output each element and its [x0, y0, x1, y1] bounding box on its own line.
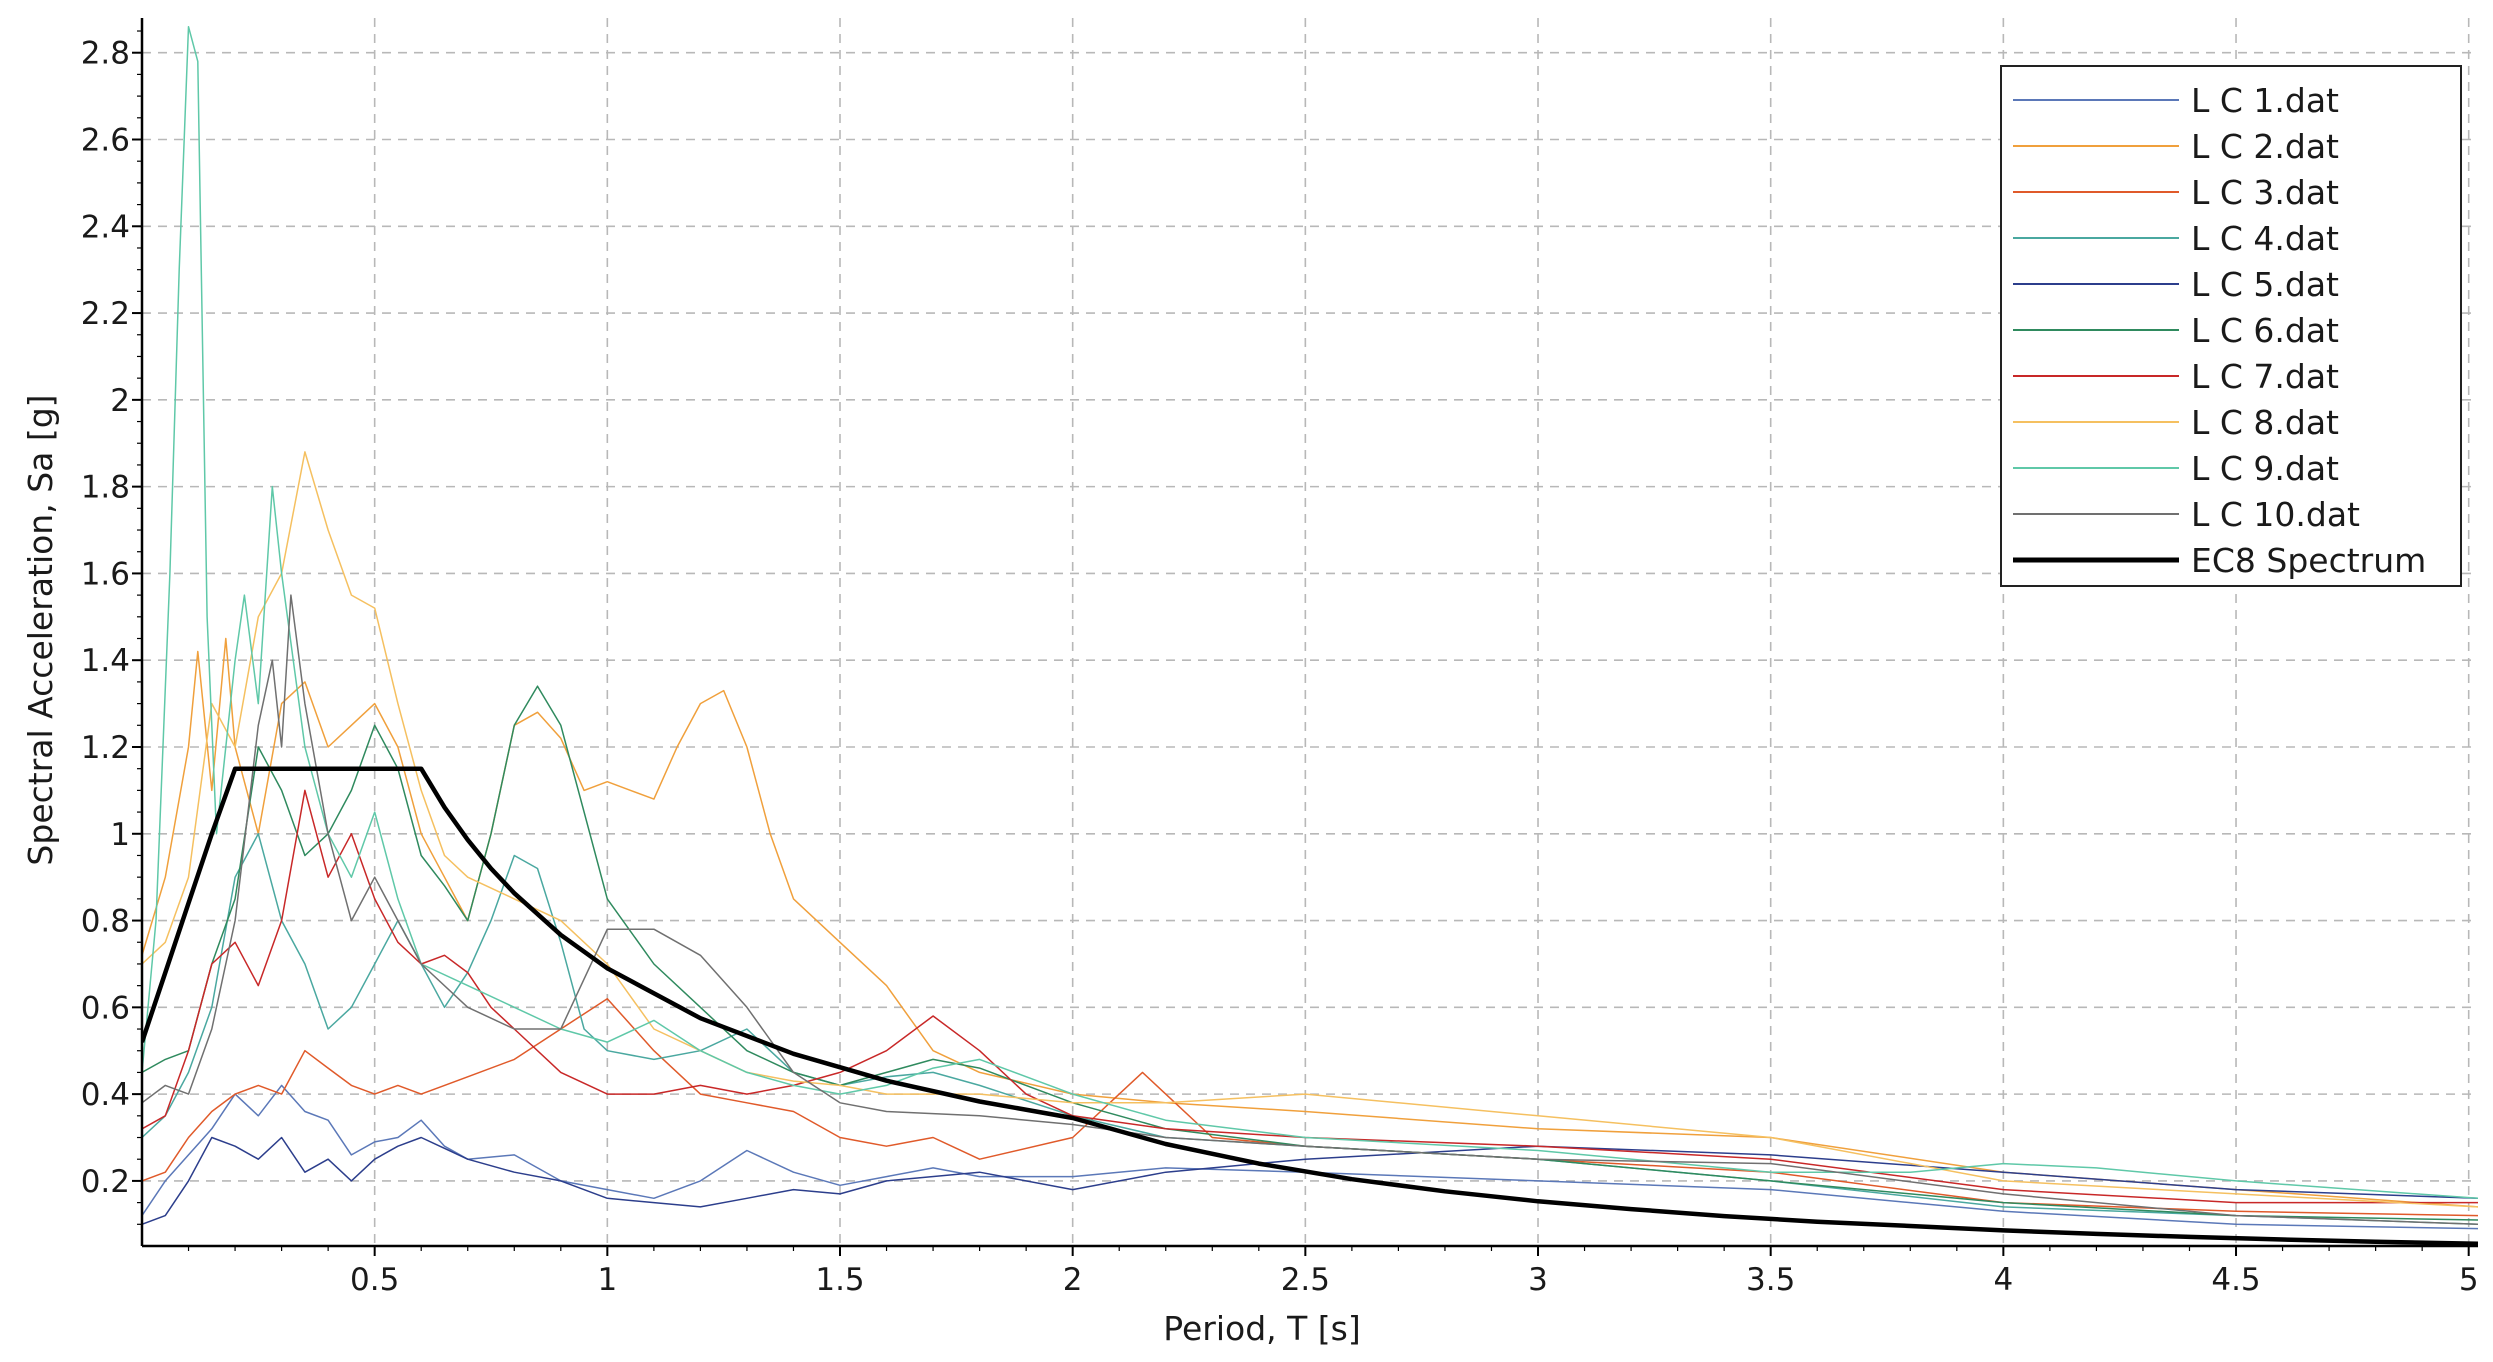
x-tick-label: 4.5 [2211, 1262, 2260, 1298]
y-tick-label: 0.2 [81, 1164, 130, 1200]
legend: L C 1.dat L C 2.dat L C 3.dat L C 4.dat L C … [2000, 65, 2462, 587]
y-tick-label: 2.6 [81, 122, 130, 158]
legend-label: L C 9.dat [2191, 449, 2339, 488]
series-lines [142, 25, 2478, 1246]
y-tick-label: 2.8 [81, 36, 130, 72]
x-tick-label: 4 [1993, 1262, 2013, 1298]
x-tick-label: 0.5 [350, 1262, 399, 1298]
legend-box [2000, 65, 2462, 587]
legend-label: L C 1.dat [2191, 81, 2339, 120]
y-tick-label: 1.6 [81, 556, 130, 592]
x-tick-label: 3.5 [1746, 1262, 1795, 1298]
y-axis-title: Spectral Acceleration, Sa [g] [21, 394, 60, 865]
legend-label: EC8 Spectrum [2191, 541, 2426, 580]
legend-label: L C 5.dat [2191, 265, 2339, 304]
legend-label: L C 2.dat [2191, 127, 2339, 166]
x-tick-label: 1.5 [815, 1262, 864, 1298]
y-tick-label: 2.4 [81, 209, 130, 245]
legend-label: L C 7.dat [2191, 357, 2339, 396]
series-line-11 [142, 766, 2478, 1246]
x-tick-label: 5 [2459, 1262, 2479, 1298]
series-line-5 [142, 1136, 2478, 1226]
legend-label: L C 3.dat [2191, 173, 2339, 212]
tick-labels: 0.5 1 1.5 2 2.5 3 3.5 4 4.5 5 0.2 0.4 0.6 0.8 1 1.2 1.4 1… [81, 30, 2479, 1298]
y-tick-label: 0.4 [81, 1077, 130, 1113]
y-tick-label: 0.6 [81, 990, 130, 1026]
x-tick-label: 2 [1063, 1262, 1083, 1298]
y-tick-label: 1 [110, 817, 130, 853]
series-line-1 [142, 1084, 2478, 1230]
y-tick-label: 2.2 [81, 296, 130, 332]
y-tick-label: 1.4 [81, 643, 130, 679]
x-axis-title: Period, T [s] [1163, 1309, 1360, 1348]
series-line-10 [142, 594, 2478, 1226]
y-tick-label: 1.8 [81, 470, 130, 506]
x-tick-label: 3 [1528, 1262, 1548, 1298]
legend-label: L C 4.dat [2191, 219, 2339, 258]
y-tick-label: 1.2 [81, 730, 130, 766]
legend-label: L C 8.dat [2191, 403, 2339, 442]
series-line-8 [142, 451, 2478, 1208]
axes [140, 18, 2478, 1248]
series-line-7 [142, 789, 2478, 1204]
x-tick-label: 1 [597, 1262, 617, 1298]
y-tick-label: 0.8 [81, 904, 130, 940]
series-line-9 [142, 25, 2478, 1200]
gridlines [142, 18, 2478, 1246]
series-line-3 [142, 997, 2478, 1217]
y-tick-label: 2 [110, 383, 130, 419]
legend-label: L C 10.dat [2191, 495, 2360, 534]
x-tick-label: 2.5 [1281, 1262, 1330, 1298]
legend-label: L C 6.dat [2191, 311, 2339, 350]
